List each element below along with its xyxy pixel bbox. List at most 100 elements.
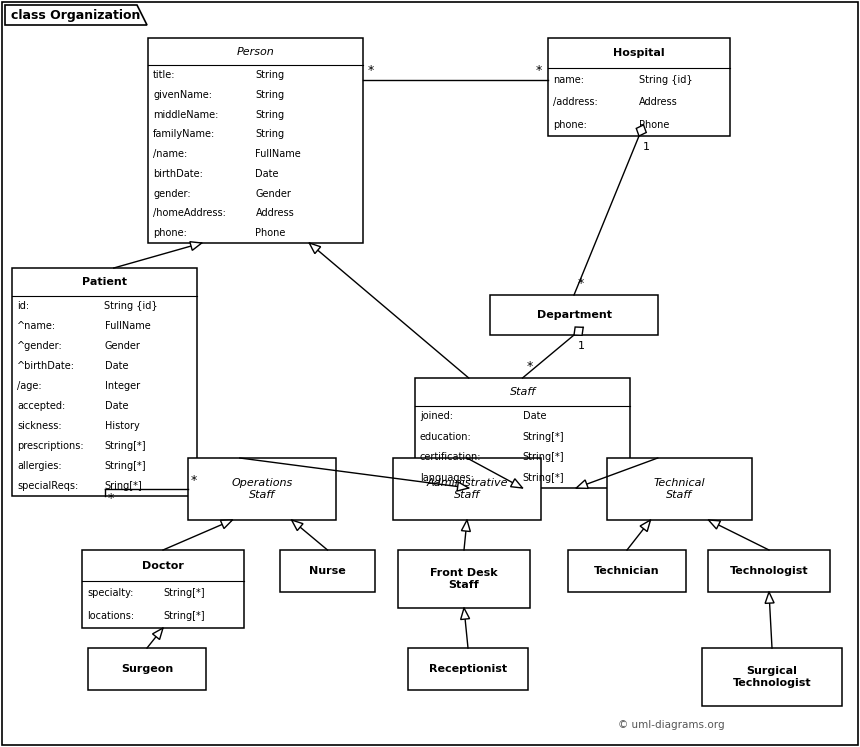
Text: Sring[*]: Sring[*] bbox=[105, 481, 142, 491]
Polygon shape bbox=[292, 520, 303, 530]
Text: class Organization: class Organization bbox=[11, 8, 140, 22]
Text: Doctor: Doctor bbox=[142, 560, 184, 571]
Bar bbox=[12, 268, 197, 496]
Text: String[*]: String[*] bbox=[523, 473, 564, 483]
Text: Technician: Technician bbox=[594, 566, 660, 576]
Text: Gender: Gender bbox=[255, 189, 292, 199]
Bar bbox=[148, 38, 363, 243]
Text: Address: Address bbox=[639, 97, 678, 108]
Text: History: History bbox=[105, 421, 139, 431]
Bar bbox=[398, 550, 530, 608]
Text: String {id}: String {id} bbox=[639, 75, 692, 84]
Bar bbox=[415, 378, 630, 488]
Text: languages:: languages: bbox=[420, 473, 474, 483]
Text: ^name:: ^name: bbox=[17, 320, 56, 331]
Text: /age:: /age: bbox=[17, 381, 41, 391]
Text: © uml-diagrams.org: © uml-diagrams.org bbox=[618, 720, 725, 730]
Text: ^birthDate:: ^birthDate: bbox=[17, 361, 75, 371]
Text: /address:: /address: bbox=[553, 97, 598, 108]
Text: String[*]: String[*] bbox=[523, 452, 564, 462]
Text: phone:: phone: bbox=[553, 120, 587, 130]
Polygon shape bbox=[461, 608, 470, 619]
Text: givenName:: givenName: bbox=[153, 90, 212, 100]
Text: String: String bbox=[255, 90, 285, 100]
Text: Staff: Staff bbox=[509, 387, 536, 397]
Polygon shape bbox=[190, 242, 202, 250]
Polygon shape bbox=[458, 482, 469, 491]
Text: Nurse: Nurse bbox=[309, 566, 346, 576]
Text: String[*]: String[*] bbox=[163, 611, 205, 622]
Polygon shape bbox=[636, 125, 646, 136]
Text: Date: Date bbox=[523, 412, 546, 421]
Text: Administrative
Staff: Administrative Staff bbox=[427, 478, 507, 500]
Text: String {id}: String {id} bbox=[105, 301, 158, 311]
Text: allergies:: allergies: bbox=[17, 461, 62, 471]
Polygon shape bbox=[511, 479, 523, 488]
Bar bbox=[568, 550, 686, 592]
Text: joined:: joined: bbox=[420, 412, 453, 421]
Text: String: String bbox=[255, 70, 285, 80]
Text: /name:: /name: bbox=[153, 149, 187, 159]
Text: *: * bbox=[108, 492, 114, 505]
Text: Date: Date bbox=[105, 361, 128, 371]
Text: String[*]: String[*] bbox=[105, 441, 146, 451]
Text: specialty:: specialty: bbox=[87, 588, 133, 598]
Polygon shape bbox=[5, 5, 147, 25]
Text: id:: id: bbox=[17, 301, 29, 311]
Polygon shape bbox=[310, 243, 321, 254]
Text: String[*]: String[*] bbox=[163, 588, 205, 598]
Text: prescriptions:: prescriptions: bbox=[17, 441, 83, 451]
Text: 1: 1 bbox=[643, 142, 650, 152]
Text: Surgeon: Surgeon bbox=[121, 664, 173, 674]
Text: familyName:: familyName: bbox=[153, 129, 215, 140]
Bar bbox=[408, 648, 528, 690]
Text: Technologist: Technologist bbox=[729, 566, 808, 576]
Text: ^gender:: ^gender: bbox=[17, 341, 63, 351]
Text: *: * bbox=[368, 64, 374, 77]
Text: education:: education: bbox=[420, 432, 472, 441]
Text: Phone: Phone bbox=[639, 120, 669, 130]
Text: phone:: phone: bbox=[153, 228, 187, 238]
Text: *: * bbox=[526, 360, 532, 373]
Text: Integer: Integer bbox=[105, 381, 139, 391]
Text: sickness:: sickness: bbox=[17, 421, 62, 431]
Text: name:: name: bbox=[553, 75, 584, 84]
Text: Person: Person bbox=[237, 46, 274, 57]
Bar bbox=[88, 648, 206, 690]
Text: /homeAddress:: /homeAddress: bbox=[153, 208, 226, 218]
Text: String: String bbox=[255, 129, 285, 140]
Text: String[*]: String[*] bbox=[105, 461, 146, 471]
Text: 1: 1 bbox=[578, 341, 585, 351]
Text: Phone: Phone bbox=[255, 228, 286, 238]
Text: Address: Address bbox=[255, 208, 294, 218]
Text: Operations
Staff: Operations Staff bbox=[231, 478, 292, 500]
Bar bbox=[280, 550, 375, 592]
Bar bbox=[82, 550, 244, 628]
Text: title:: title: bbox=[153, 70, 175, 80]
Text: Date: Date bbox=[105, 401, 128, 411]
Text: gender:: gender: bbox=[153, 189, 191, 199]
Text: Gender: Gender bbox=[105, 341, 140, 351]
Text: Technical
Staff: Technical Staff bbox=[654, 478, 705, 500]
Text: locations:: locations: bbox=[87, 611, 134, 622]
Text: Receptionist: Receptionist bbox=[429, 664, 507, 674]
Text: Department: Department bbox=[537, 310, 611, 320]
Polygon shape bbox=[220, 520, 232, 529]
Bar bbox=[708, 550, 830, 592]
Bar bbox=[548, 38, 730, 136]
Text: *: * bbox=[578, 277, 584, 290]
Text: specialReqs:: specialReqs: bbox=[17, 481, 78, 491]
Text: String[*]: String[*] bbox=[523, 432, 564, 441]
Polygon shape bbox=[576, 480, 588, 489]
Polygon shape bbox=[152, 628, 163, 639]
Polygon shape bbox=[709, 520, 721, 529]
Text: birthDate:: birthDate: bbox=[153, 169, 203, 179]
Text: *: * bbox=[536, 64, 543, 77]
Text: certification:: certification: bbox=[420, 452, 482, 462]
Polygon shape bbox=[462, 520, 470, 532]
Text: Front Desk
Staff: Front Desk Staff bbox=[430, 568, 498, 590]
Text: Surgical
Technologist: Surgical Technologist bbox=[733, 666, 811, 688]
Text: String: String bbox=[255, 110, 285, 120]
Text: accepted:: accepted: bbox=[17, 401, 65, 411]
Text: FullName: FullName bbox=[255, 149, 301, 159]
